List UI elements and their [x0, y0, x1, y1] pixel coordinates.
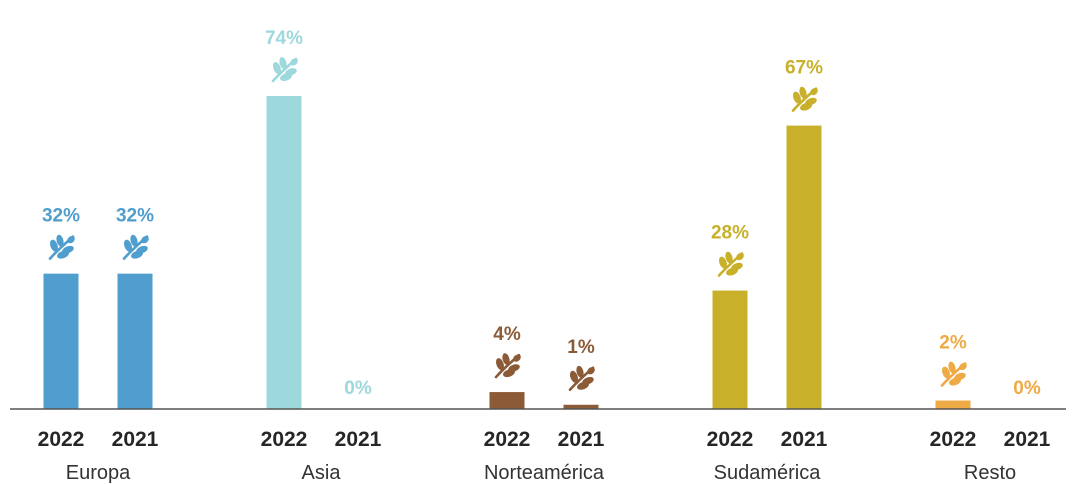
bar-sudam-rica-2021: [786, 125, 822, 409]
bar-europa-2021: [117, 273, 153, 409]
value-label-norteam-rica-2021: 1%: [567, 337, 595, 358]
leaf-icon-europa-2021: [122, 234, 149, 260]
year-label-norteam-rica-2022: 2022: [484, 428, 531, 451]
value-label-sudam-rica-2022: 28%: [711, 223, 749, 244]
region-label-sudam-rica: Sudamérica: [714, 462, 822, 484]
value-label-europa-2021: 32%: [116, 206, 154, 227]
leaf-icon-resto-2022: [940, 361, 967, 387]
value-label-asia-2021: 0%: [344, 378, 372, 399]
value-label-asia-2022: 74%: [265, 28, 303, 49]
leaf-icon-norteam-rica-2022: [494, 353, 521, 379]
leaf-icon-asia-2022: [271, 57, 298, 83]
year-label-asia-2021: 2021: [335, 428, 382, 451]
leaf-icon-sudam-rica-2021: [791, 86, 818, 112]
bar-norteam-rica-2022: [489, 392, 525, 409]
year-label-europa-2021: 2021: [112, 428, 159, 451]
bar-europa-2022: [43, 273, 79, 409]
leaf-icon-europa-2022: [48, 234, 75, 260]
bar-sudam-rica-2022: [712, 290, 748, 409]
year-label-europa-2022: 2022: [38, 428, 85, 451]
region-label-resto: Resto: [964, 462, 1016, 484]
region-label-norteam-rica: Norteamérica: [484, 462, 605, 484]
value-label-norteam-rica-2022: 4%: [493, 324, 521, 345]
leaf-icon-norteam-rica-2021: [568, 365, 595, 392]
region-label-asia: Asia: [302, 462, 342, 484]
value-label-europa-2022: 32%: [42, 206, 80, 227]
region-label-europa: Europa: [66, 462, 131, 484]
leaf-icon-sudam-rica-2022: [717, 251, 744, 277]
bar-resto-2022: [935, 400, 971, 409]
year-label-norteam-rica-2021: 2021: [558, 428, 605, 451]
year-label-resto-2022: 2022: [930, 428, 977, 451]
year-label-sudam-rica-2022: 2022: [707, 428, 754, 451]
value-label-sudam-rica-2021: 67%: [785, 58, 823, 79]
bar-norteam-rica-2021: [563, 404, 599, 409]
bar-asia-2022: [266, 95, 302, 409]
year-label-resto-2021: 2021: [1004, 428, 1051, 451]
value-label-resto-2021: 0%: [1013, 378, 1041, 399]
value-label-resto-2022: 2%: [939, 333, 967, 354]
year-label-asia-2022: 2022: [261, 428, 308, 451]
year-label-sudam-rica-2021: 2021: [781, 428, 828, 451]
